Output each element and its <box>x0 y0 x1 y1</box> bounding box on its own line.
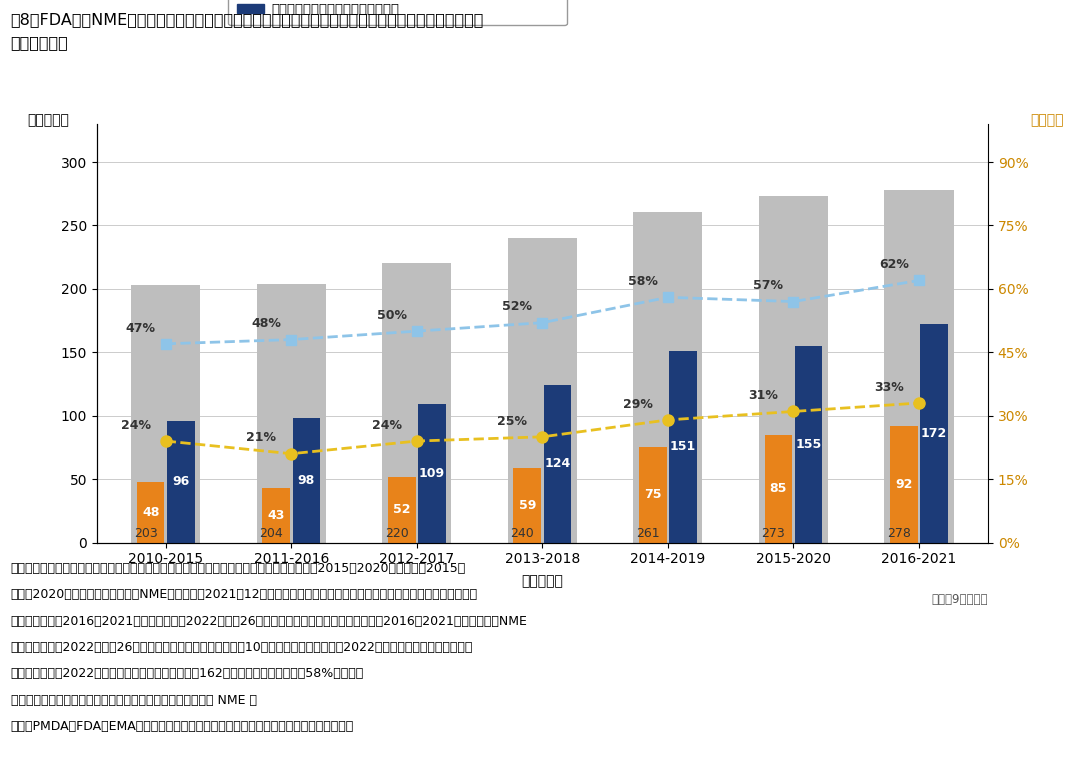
Text: 47%: 47% <box>126 322 156 335</box>
Bar <box>131 285 200 542</box>
Text: 57%: 57% <box>754 279 783 292</box>
Text: 48: 48 <box>142 505 159 518</box>
Text: 出所：PMDA、FDA、EMAの各公開情報、明日の新薬をもとに医薬産業政策研究所にて作成: 出所：PMDA、FDA、EMAの各公開情報、明日の新薬をもとに医薬産業政策研究所… <box>11 720 354 733</box>
Text: すると、2022年末時点での国内未承認薬数は162品目、未承認薬の割合は58%となる。: すると、2022年末時点での国内未承認薬数は162品目、未承認薬の割合は58%と… <box>11 667 364 680</box>
Text: 172: 172 <box>921 427 947 440</box>
Text: 21%: 21% <box>246 432 276 444</box>
Text: 155: 155 <box>796 438 822 451</box>
Text: 48%: 48% <box>251 317 281 330</box>
Bar <box>388 477 416 542</box>
Text: 278: 278 <box>887 527 911 540</box>
Bar <box>262 488 290 542</box>
Text: 25%: 25% <box>497 415 527 428</box>
Bar <box>418 405 446 542</box>
Text: 図8　FDA承認NMEの日本と欧州での未承認薬数とその割合の年次推移：米国承認後１年以内の承認遅: 図8 FDA承認NMEの日本と欧州での未承認薬数とその割合の年次推移：米国承認後… <box>11 12 484 26</box>
Bar <box>513 467 541 542</box>
Text: 注１：本データは、米国承認後１年以内の承認遅延の影響を除いている。例えば、対象年が2015－2020年の場合、2015－: 注１：本データは、米国承認後１年以内の承認遅延の影響を除いている。例えば、対象年… <box>11 562 466 575</box>
Text: 92: 92 <box>896 477 913 491</box>
Text: 203: 203 <box>133 527 158 540</box>
Text: 29%: 29% <box>623 398 653 411</box>
Bar <box>543 385 571 542</box>
Bar <box>795 346 823 542</box>
Text: 24%: 24% <box>372 418 402 432</box>
Text: 204: 204 <box>259 527 284 540</box>
Bar <box>765 435 793 542</box>
Text: 109: 109 <box>419 467 445 480</box>
Text: 注３：未承認薬の割合＝未承認薬数（調査時点）／米国承認 NME 数: 注３：未承認薬の割合＝未承認薬数（調査時点）／米国承認 NME 数 <box>11 694 257 707</box>
Text: 98: 98 <box>297 474 315 487</box>
Text: 261: 261 <box>636 527 659 540</box>
Text: 220: 220 <box>384 527 408 540</box>
Text: 参考：9月末時点: 参考：9月末時点 <box>931 593 988 606</box>
Bar <box>257 284 325 542</box>
Text: 85: 85 <box>770 482 787 495</box>
Bar <box>885 190 954 542</box>
Text: 33%: 33% <box>874 381 904 394</box>
Text: 延影響を排除: 延影響を排除 <box>11 35 69 50</box>
Text: 58%: 58% <box>628 275 658 288</box>
Bar <box>759 196 828 542</box>
Legend: 米国承認NME数, うち、欧州未承認薬数（調査時点）, うち、国内未承認薬数（調査時点）, 欧州未承認薬の割合（右軸）, 国内未承認薬の割合（右軸）: 米国承認NME数, うち、欧州未承認薬数（調査時点）, うち、国内未承認薬数（調… <box>228 0 567 26</box>
Bar <box>639 447 667 542</box>
Bar <box>890 425 918 542</box>
Text: 24%: 24% <box>120 418 150 432</box>
Text: 75: 75 <box>644 488 662 501</box>
Text: 273: 273 <box>761 527 785 540</box>
Bar <box>669 351 697 542</box>
Bar <box>292 418 320 542</box>
Text: （割合）: （割合） <box>1030 113 1064 127</box>
Text: 43: 43 <box>267 508 285 522</box>
Text: 240: 240 <box>510 527 534 540</box>
Text: 注２：対象年の2016－2021年については、2022年９月26日時点の集計値を参考値として記載。2016－2021年の米国承認NME: 注２：対象年の2016－2021年については、2022年９月26日時点の集計値を… <box>11 615 527 628</box>
Bar <box>166 421 194 542</box>
Text: のうち、2022年９月26日時点で国内申請中の未承認薬は10品目あり、これら全てが2022年中に国内承認されたと仮定: のうち、2022年９月26日時点で国内申請中の未承認薬は10品目あり、これら全て… <box>11 641 474 654</box>
Text: 31%: 31% <box>749 389 779 402</box>
Bar <box>136 481 164 542</box>
Text: 52%: 52% <box>503 301 533 313</box>
Bar <box>634 212 702 542</box>
Bar <box>920 325 948 542</box>
Text: 50%: 50% <box>377 308 407 322</box>
Bar <box>508 238 577 542</box>
X-axis label: （対象年）: （対象年） <box>522 574 563 588</box>
Text: 62%: 62% <box>880 258 909 271</box>
Text: 59: 59 <box>519 498 536 512</box>
Text: （品目数）: （品目数） <box>28 113 69 127</box>
Bar <box>382 264 451 542</box>
Text: 151: 151 <box>670 440 696 453</box>
Text: 2020年に米国で承認されたNMEについて、2021年12月末時点での日本と欧州の承認情報に基づき未承認薬数を集計。: 2020年に米国で承認されたNMEについて、2021年12月末時点での日本と欧州… <box>11 588 478 601</box>
Text: 96: 96 <box>172 475 189 488</box>
Text: 52: 52 <box>393 503 410 516</box>
Text: 124: 124 <box>545 457 570 470</box>
